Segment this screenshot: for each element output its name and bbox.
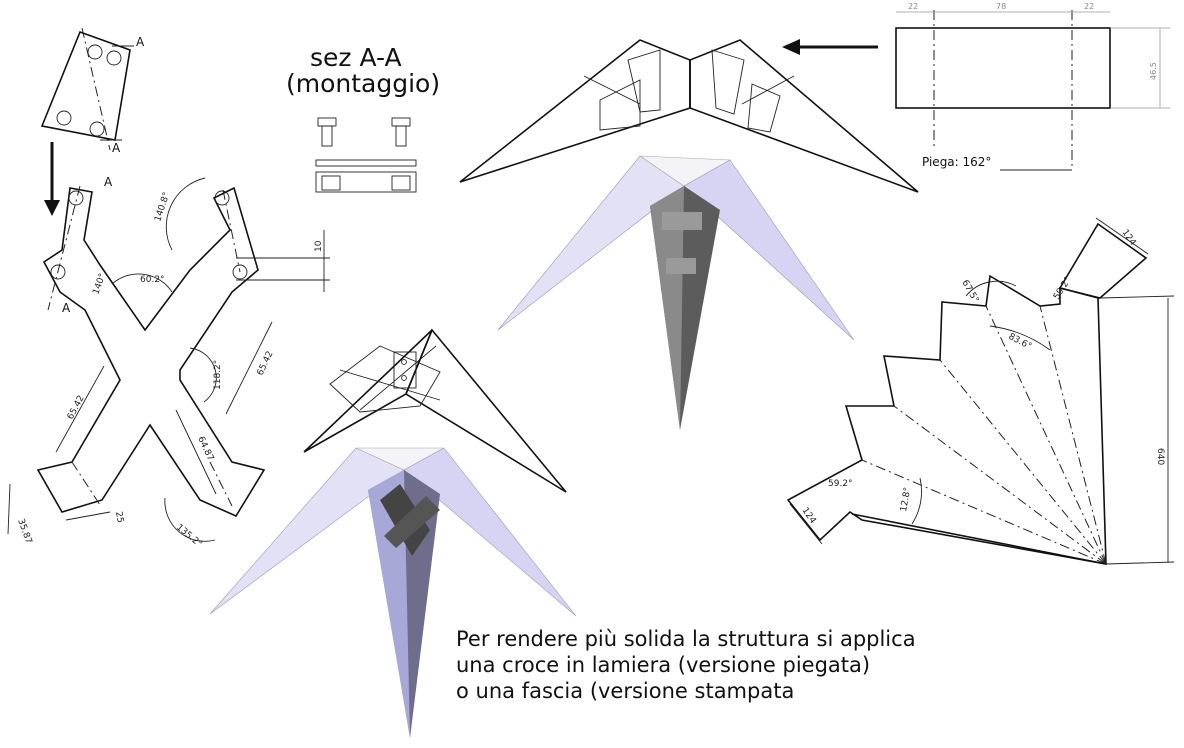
bolt-left-icon bbox=[317, 117, 337, 147]
caption-line-2: una croce in lamiera (versione piegata) bbox=[456, 653, 870, 677]
section-title: sez A-A bbox=[310, 43, 402, 72]
section-mark-a-2: A bbox=[112, 141, 121, 155]
dim-35-87: 35.87 bbox=[15, 518, 33, 546]
fan-development-drawing: 124 67.5° 59.2° 83.6° 640 59.2° 124 12.8… bbox=[786, 217, 1175, 565]
dim-angle-60-2: 60.2° bbox=[140, 275, 165, 285]
dim-angle-135-2: 135.2° bbox=[174, 523, 204, 550]
fan-dim-angle-12-8: 12.8° bbox=[899, 487, 913, 513]
dim-angle-140-8: 140.8° bbox=[153, 191, 172, 223]
caption-line-1: Per rendere più solida la struttura si a… bbox=[456, 627, 916, 651]
dim-25: 25 bbox=[113, 511, 125, 524]
section-mark-a-1: A bbox=[136, 35, 145, 49]
caption-text: Per rendere più solida la struttura si a… bbox=[456, 627, 916, 703]
dim-angle-140: 140° bbox=[91, 272, 108, 296]
top-bracket-detail: A A bbox=[40, 27, 145, 155]
fan-dim-angle-67-5: 67.5° bbox=[959, 279, 980, 305]
bolt-right-icon bbox=[391, 117, 411, 147]
down-arrow-icon bbox=[44, 142, 60, 216]
section-subtitle: (montaggio) bbox=[286, 69, 440, 98]
fan-dim-angle-59-2-top: 59.2° bbox=[1052, 275, 1073, 301]
cross-shape bbox=[36, 185, 266, 518]
dim-65-42-right: 65.42 bbox=[256, 350, 276, 378]
cross-mount-3d-outline bbox=[303, 328, 567, 493]
dim-64-87: 64.87 bbox=[195, 435, 215, 463]
strip-flat-drawing: 22 78 22 46.5 Piega: 162° bbox=[895, 2, 1170, 171]
fold-label: Piega: 162° bbox=[922, 155, 991, 169]
left-arrow-icon bbox=[782, 39, 878, 55]
dim-10: 10 bbox=[314, 240, 324, 252]
folded-strip-3d-outline bbox=[459, 39, 919, 193]
strip-dim-78: 78 bbox=[996, 2, 1006, 11]
strip-dim-22-left: 22 bbox=[908, 2, 918, 11]
section-mark-a-4: A bbox=[62, 301, 71, 315]
fan-dim-angle-59-2-bottom: 59.2° bbox=[828, 479, 853, 489]
cross-bracket-drawing: A A 140.8 bbox=[7, 27, 330, 550]
strip-dim-46-5: 46.5 bbox=[1149, 62, 1158, 80]
shaded-model-lower bbox=[209, 447, 577, 738]
section-mark-a-3: A bbox=[104, 175, 113, 189]
strip-dim-22-right: 22 bbox=[1084, 2, 1094, 11]
fan-dim-124-bottom: 124 bbox=[800, 506, 818, 526]
shaded-model-upper bbox=[497, 155, 855, 430]
section-aa-detail: sez A-A (montaggio) bbox=[286, 43, 440, 193]
caption-line-3: o una fascia (versione stampata bbox=[456, 679, 794, 703]
fan-dim-angle-83-6: 83.6° bbox=[1007, 332, 1033, 352]
dim-angle-118-2: 118.2° bbox=[213, 360, 223, 390]
fan-dim-640: 640 bbox=[1155, 448, 1165, 465]
dim-65-42-left: 65.42 bbox=[66, 394, 87, 421]
